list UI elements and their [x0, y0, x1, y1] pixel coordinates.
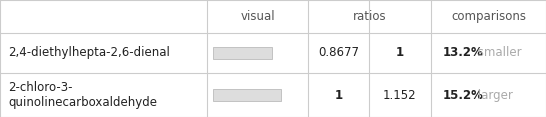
Text: 15.2%: 15.2% — [442, 89, 483, 102]
Text: 1.152: 1.152 — [383, 89, 417, 102]
Text: 2-chloro-3-
quinolinecarboxaldehyde: 2-chloro-3- quinolinecarboxaldehyde — [8, 81, 157, 109]
Text: smaller: smaller — [474, 46, 521, 59]
Text: 0.8677: 0.8677 — [318, 46, 359, 59]
Text: visual: visual — [241, 10, 275, 23]
FancyBboxPatch shape — [213, 89, 281, 101]
Text: comparisons: comparisons — [451, 10, 526, 23]
FancyBboxPatch shape — [213, 47, 272, 59]
Text: 2,4-diethylhepta-2,6-dienal: 2,4-diethylhepta-2,6-dienal — [8, 46, 170, 59]
Text: 13.2%: 13.2% — [442, 46, 483, 59]
Text: 1: 1 — [335, 89, 342, 102]
Text: 1: 1 — [396, 46, 404, 59]
Text: ratios: ratios — [353, 10, 387, 23]
Text: larger: larger — [474, 89, 513, 102]
